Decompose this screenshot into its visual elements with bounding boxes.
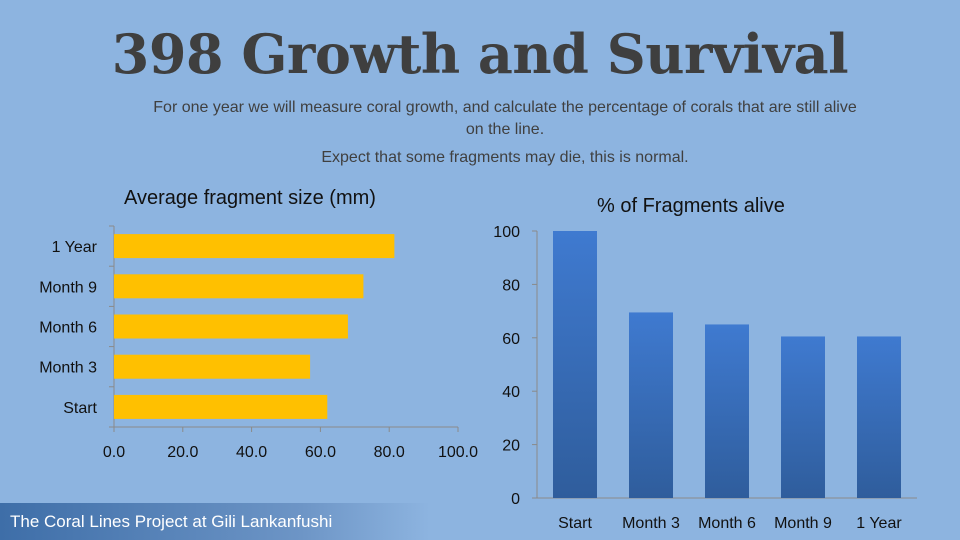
subtitle-line-2: Expect that some fragments may die, this… bbox=[321, 149, 689, 166]
alive-category-label: 1 Year bbox=[856, 515, 902, 532]
alive-y-tick-label: 40 bbox=[502, 384, 520, 401]
alive-chart-title: % of Fragments alive bbox=[597, 195, 785, 217]
alive-y-tick-label: 20 bbox=[502, 438, 520, 455]
size-chart-title: Average fragment size (mm) bbox=[124, 187, 376, 209]
alive-bar bbox=[553, 231, 597, 498]
size-x-tick-label: 80.0 bbox=[374, 444, 405, 461]
alive-y-tick-label: 100 bbox=[493, 224, 520, 241]
size-bar bbox=[114, 314, 348, 339]
size-x-tick-label: 20.0 bbox=[167, 444, 198, 461]
alive-bar bbox=[629, 312, 673, 498]
size-x-tick-label: 60.0 bbox=[305, 444, 336, 461]
page-title: 398 Growth and Survival bbox=[111, 22, 849, 86]
size-category-label: Month 9 bbox=[39, 279, 97, 296]
alive-category-label: Start bbox=[558, 515, 592, 532]
footer-text: The Coral Lines Project at Gili Lankanfu… bbox=[10, 512, 333, 531]
footer-bar bbox=[0, 503, 430, 540]
size-category-label: 1 Year bbox=[52, 239, 98, 256]
size-bar bbox=[114, 234, 395, 259]
alive-y-tick-label: 0 bbox=[511, 491, 520, 508]
size-bar bbox=[114, 354, 311, 379]
alive-bar bbox=[857, 336, 901, 498]
alive-category-label: Month 3 bbox=[622, 515, 680, 532]
alive-y-tick-label: 60 bbox=[502, 331, 520, 348]
size-x-tick-label: 0.0 bbox=[103, 444, 125, 461]
alive-bar bbox=[781, 336, 825, 498]
alive-bar bbox=[705, 324, 749, 498]
size-category-label: Month 3 bbox=[39, 360, 97, 377]
size-x-tick-label: 40.0 bbox=[236, 444, 267, 461]
size-category-label: Start bbox=[63, 400, 97, 417]
alive-category-label: Month 9 bbox=[774, 515, 832, 532]
subtitle-line-1: For one year we will measure coral growt… bbox=[153, 99, 857, 138]
alive-category-label: Month 6 bbox=[698, 515, 756, 532]
size-category-label: Month 6 bbox=[39, 320, 97, 337]
size-bar bbox=[114, 274, 364, 299]
alive-y-tick-label: 80 bbox=[502, 277, 520, 294]
size-bar bbox=[114, 394, 328, 419]
size-x-tick-label: 100.0 bbox=[438, 444, 478, 461]
